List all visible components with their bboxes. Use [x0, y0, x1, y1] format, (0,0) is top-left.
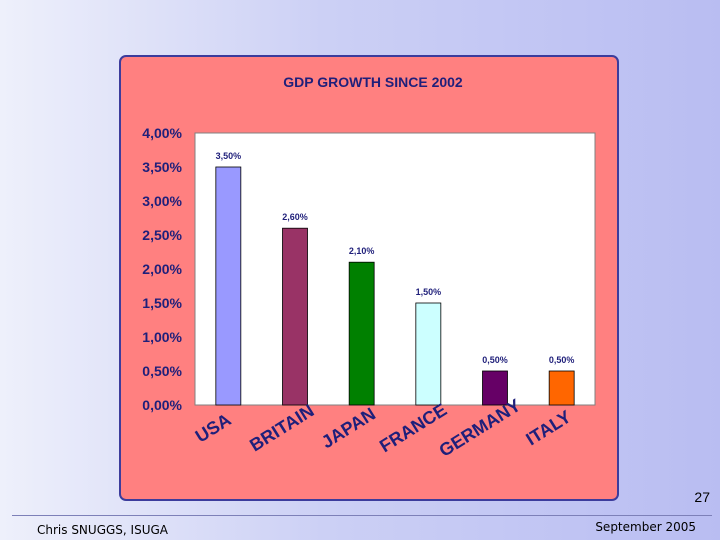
footer-date: September 2005 — [595, 520, 696, 534]
y-axis: 0,00% 0,50% 1,00% 1,50% 2,00% 2,50% 3,00% 3,50%… — [142, 125, 182, 413]
data-label-britain: 2,60% — [282, 212, 308, 222]
y-tick-label: 2,50% — [142, 227, 182, 243]
data-label-japan: 2,10% — [349, 246, 375, 256]
x-tick-label-japan: JAPAN — [318, 404, 379, 453]
y-tick-label: 4,00% — [142, 125, 182, 141]
data-label-italy: 0,50% — [549, 355, 575, 365]
y-tick-label: 0,50% — [142, 363, 182, 379]
chart-title: GDP GROWTH SINCE 2002 — [283, 74, 463, 90]
bars — [215, 166, 575, 406]
y-tick-label: 1,50% — [142, 295, 182, 311]
bar-france — [415, 302, 442, 406]
data-labels: 3,50% 2,60% 2,10% 1,50% 0,50% 0,50% — [216, 151, 575, 365]
y-tick-label: 3,50% — [142, 159, 182, 175]
y-tick-label: 3,00% — [142, 193, 182, 209]
bar-italy — [548, 370, 575, 406]
gdp-bar-chart: GDP GROWTH SINCE 2002 0,00% 0,50% 1,00% 1,5… — [142, 74, 596, 461]
footer-author: Chris SNUGGS, ISUGA — [37, 523, 168, 537]
x-tick-label-italy: ITALY — [522, 406, 574, 449]
x-tick-label-usa: USA — [192, 409, 235, 446]
data-label-usa: 3,50% — [216, 151, 242, 161]
data-label-germany: 0,50% — [482, 355, 508, 365]
y-tick-label: 0,00% — [142, 397, 182, 413]
plot-area — [194, 132, 596, 406]
footer-divider — [12, 515, 712, 516]
data-label-france: 1,50% — [416, 287, 442, 297]
y-tick-label: 1,00% — [142, 329, 182, 345]
x-tick-label-britain: BRITAIN — [246, 400, 317, 455]
bar-britain — [282, 227, 308, 406]
bar-usa — [215, 166, 242, 406]
y-tick-label: 2,00% — [142, 261, 182, 277]
bar-germany — [482, 370, 508, 406]
chart-panel: GDP GROWTH SINCE 2002 0,00% 0,50% 1,00% 1,5… — [119, 55, 619, 501]
page-number: 27 — [694, 489, 710, 505]
bar-japan — [348, 261, 375, 406]
